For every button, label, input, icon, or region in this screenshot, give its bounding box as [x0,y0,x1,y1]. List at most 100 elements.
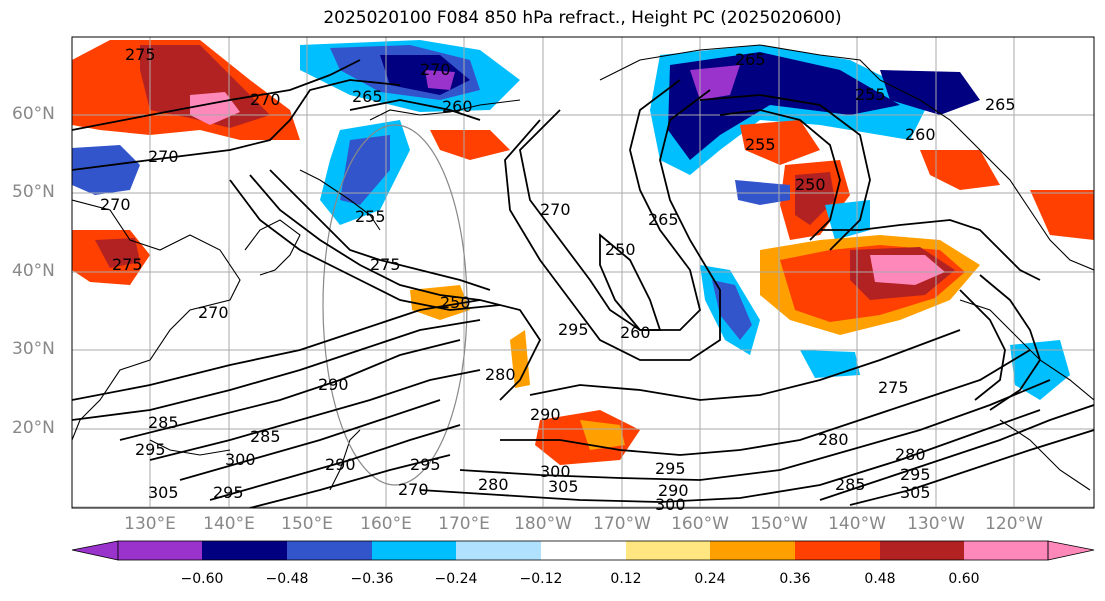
contour-label: 295 [655,459,686,478]
colorbar-frame [117,540,1049,561]
cool-region-ne [880,70,980,115]
warm-region-gulf [740,120,820,165]
colorbar-segment [202,541,287,560]
lat-label: 50°N [12,182,55,202]
colorbar-extend-low [71,540,119,561]
colorbar-segment [456,541,541,560]
warm-peak-east [870,255,945,285]
lon-label: 180°W [514,514,572,534]
contour-label: 265 [735,50,766,69]
contour-label: 260 [620,323,651,342]
contour-label-group: 275 270 265 260 270 270 270 275 265 255 … [100,45,1016,514]
contour-label: 255 [355,207,386,226]
cool-region-far-east [1010,340,1070,400]
contour-label: 280 [895,445,926,464]
contour-label: 290 [530,405,561,424]
contour-label: 290 [318,375,349,394]
warm-region-coast [1030,190,1094,240]
colorbar [71,540,1095,561]
cool-extreme-alaska [690,65,740,100]
colorbar-segment [372,541,456,560]
contour-label: 300 [655,495,686,514]
contour-label: 270 [540,200,571,219]
colorbar-segment [541,541,626,560]
contour-label: 250 [605,240,636,259]
cool-extreme-north [425,70,455,90]
cool-region-w [72,145,140,195]
coastlines [72,44,1094,491]
lat-label: 40°N [12,261,55,281]
colorbar-tick-label: 0.24 [694,571,726,587]
contour-label: 270 [198,303,229,322]
contour-label: 275 [112,255,143,274]
colorbar-tick-label: 0.48 [864,571,896,587]
warm-region-subtropic [510,330,530,388]
contour-label: 295 [135,440,166,459]
contour-label: 265 [352,87,383,106]
contour-label: 270 [100,195,131,214]
contour-label: 280 [818,430,849,449]
lon-label: 150°W [750,514,808,534]
contour-label: 265 [648,210,679,229]
lon-label: 140°E [203,514,255,534]
colorbar-tick-label: 0.12 [610,571,642,587]
contour-label: 270 [420,60,451,79]
colorbar-segment [964,541,1048,560]
colorbar-tick-label: −0.60 [180,571,224,587]
contour-label: 300 [225,450,256,469]
contour-label: 255 [745,135,776,154]
contour-label: 300 [540,462,571,481]
lon-label: 130°E [124,514,176,534]
lon-label: 170°W [593,514,651,534]
warm-region-sw-2 [580,420,625,450]
contour-label: 290 [658,481,689,500]
colorbar-tick-label: 0.60 [948,571,980,587]
warm-region-bc [920,150,1000,190]
lon-label: 160°E [360,514,412,534]
contour-label: 270 [148,147,179,166]
lon-label: 170°E [438,514,490,534]
colorbar-extend-high [1047,540,1095,561]
lon-label: 130°W [907,514,965,534]
contour-label: 305 [900,483,931,502]
colorbar-tick-label: −0.36 [350,571,394,587]
lon-label: 120°W [985,514,1043,534]
lat-label: 30°N [12,339,55,359]
focus-ellipse [322,124,468,486]
contour-label: 295 [213,483,244,502]
colorbar-tick-label: −0.12 [519,571,563,587]
lon-label: 140°W [828,514,886,534]
cool-core-kuril [340,135,390,205]
contour-label: 255 [855,85,886,104]
colorbar-segment [626,541,710,560]
contour-label: 275 [878,378,909,397]
contour-label: 260 [905,125,936,144]
map-frame [71,36,1095,509]
contour-label: 265 [985,95,1016,114]
warm-region-ne-kuril [430,130,510,160]
contour-label: 275 [370,255,401,274]
colorbar-segment [118,541,202,560]
contour-label: 295 [410,455,441,474]
colorbar-segment [287,541,372,560]
lat-label: 20°N [12,418,55,438]
refractivity-shading [72,40,1094,465]
warm-core-w [95,238,140,268]
contour-label: 270 [398,480,429,499]
contour-label: 285 [148,413,179,432]
warm-region-japan [410,285,470,320]
contour-label: 290 [325,455,356,474]
colorbar-segment [880,541,964,560]
warm-core-central [795,172,835,225]
cool-core-stripe [712,280,752,340]
contour-label: 280 [478,475,509,494]
colorbar-tick-label: 0.36 [779,571,811,587]
contour-label: 295 [900,465,931,484]
lon-label: 160°W [671,514,729,534]
colorbar-segment [710,541,795,560]
colorbar-tick-label: −0.48 [265,571,309,587]
map-title: 2025020100 F084 850 hPa refract., Height… [323,8,842,28]
colorbar-segment [795,541,880,560]
colorbar-tick-label: −0.24 [434,571,478,587]
